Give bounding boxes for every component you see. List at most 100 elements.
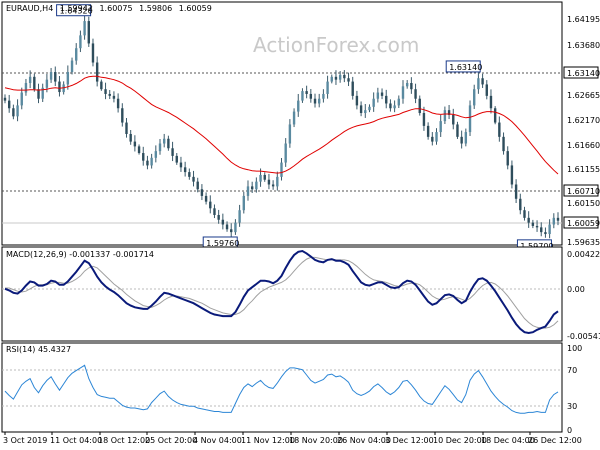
time-tick: 11 Nov 12:00 xyxy=(241,436,295,445)
candle-body xyxy=(33,76,36,90)
candle xyxy=(209,195,212,214)
time-axis: 3 Oct 2019 11 Oct 04:00 18 Oct 12:00 25 … xyxy=(3,432,582,445)
candle-body xyxy=(447,110,451,115)
time-tick: 4 Nov 04:00 xyxy=(193,436,242,445)
candle-body xyxy=(493,108,497,123)
price-panel-frame xyxy=(1,1,563,246)
candle-body xyxy=(242,195,245,211)
price-tick: 1.64195 xyxy=(567,15,600,24)
candle-body xyxy=(343,74,346,79)
candle-body xyxy=(318,98,321,104)
candle-body xyxy=(79,35,82,49)
candle-body xyxy=(158,143,162,152)
candle-body xyxy=(489,95,493,109)
candle-body xyxy=(527,217,530,223)
time-tick: 18 Oct 12:00 xyxy=(98,436,150,445)
candle xyxy=(322,89,325,103)
candle-body xyxy=(544,232,547,235)
candle xyxy=(20,87,23,110)
candle xyxy=(242,191,245,214)
candle xyxy=(33,73,36,92)
candle-body xyxy=(326,81,329,94)
candle xyxy=(460,130,463,149)
candle xyxy=(12,104,15,120)
candle xyxy=(158,139,162,155)
candle-body xyxy=(75,48,78,61)
candle xyxy=(129,129,132,145)
candle xyxy=(477,72,480,94)
candle-body xyxy=(506,151,509,166)
candle-body xyxy=(443,110,447,122)
candle xyxy=(523,206,526,221)
candle-body xyxy=(112,95,116,99)
candle-body xyxy=(192,176,195,182)
candle-body xyxy=(552,217,556,225)
candle-body xyxy=(204,195,208,202)
time-tick: 3 Dec 12:00 xyxy=(385,436,434,445)
candle-body xyxy=(200,189,204,196)
candle xyxy=(267,173,271,190)
candle-body xyxy=(70,60,74,73)
candle xyxy=(435,128,438,145)
candle xyxy=(213,204,216,219)
candle-body xyxy=(125,122,128,134)
candle-body xyxy=(426,125,430,137)
macd-tick: -0.005417 xyxy=(567,332,600,341)
candle xyxy=(493,106,497,125)
time-tick: 11 Oct 04:00 xyxy=(50,436,102,445)
candle-body xyxy=(401,86,405,99)
candle-body xyxy=(3,97,7,101)
candle xyxy=(49,67,53,83)
candle xyxy=(204,192,208,205)
candle xyxy=(514,179,518,204)
candle xyxy=(95,56,99,87)
svg-text:1.60059: 1.60059 xyxy=(567,219,600,228)
candle-body xyxy=(481,78,484,85)
candle-body xyxy=(288,124,292,144)
candle-body xyxy=(355,95,359,106)
candle xyxy=(481,73,484,88)
candle xyxy=(200,184,204,201)
candle xyxy=(137,144,141,155)
candle-body xyxy=(45,79,49,88)
candle-body xyxy=(217,214,220,220)
candle-body xyxy=(171,148,174,156)
candle xyxy=(376,87,380,103)
candle-body xyxy=(397,98,401,106)
candle xyxy=(334,70,338,85)
candle xyxy=(271,180,275,190)
macd-panel: MACD(12,26,9) -0.001337 -0.001714 0.0042… xyxy=(1,246,600,342)
candle-body xyxy=(334,76,338,80)
price-annotation-label: 1.64320 xyxy=(60,7,93,16)
candle xyxy=(234,219,237,235)
candle-body xyxy=(309,93,313,99)
candle xyxy=(485,80,488,100)
candle xyxy=(79,30,82,53)
candle xyxy=(343,70,346,83)
candle xyxy=(250,181,254,193)
candle-body xyxy=(255,181,258,190)
candle-body xyxy=(305,91,308,94)
candle-body xyxy=(376,92,380,99)
candle xyxy=(24,78,28,96)
candle xyxy=(276,171,279,191)
candle-body xyxy=(385,95,388,104)
price-annotations: 1.64320 1.59760 1.63140 1.59700 xyxy=(56,4,554,252)
svg-text:1.60710: 1.60710 xyxy=(567,187,600,196)
candle-body xyxy=(41,87,44,99)
candle xyxy=(401,80,405,104)
candle xyxy=(83,15,86,40)
candle-body xyxy=(16,105,19,117)
time-tick: 18 Nov 20:00 xyxy=(289,436,343,445)
candle xyxy=(535,220,539,232)
candle xyxy=(154,145,158,163)
candle xyxy=(464,128,468,147)
candle xyxy=(7,94,11,113)
candle xyxy=(58,75,61,97)
rsi-line xyxy=(4,364,559,414)
candle xyxy=(326,75,329,99)
candle-body xyxy=(502,136,505,152)
candle-body xyxy=(225,224,229,230)
candle xyxy=(288,119,292,148)
candle-body xyxy=(183,167,187,173)
